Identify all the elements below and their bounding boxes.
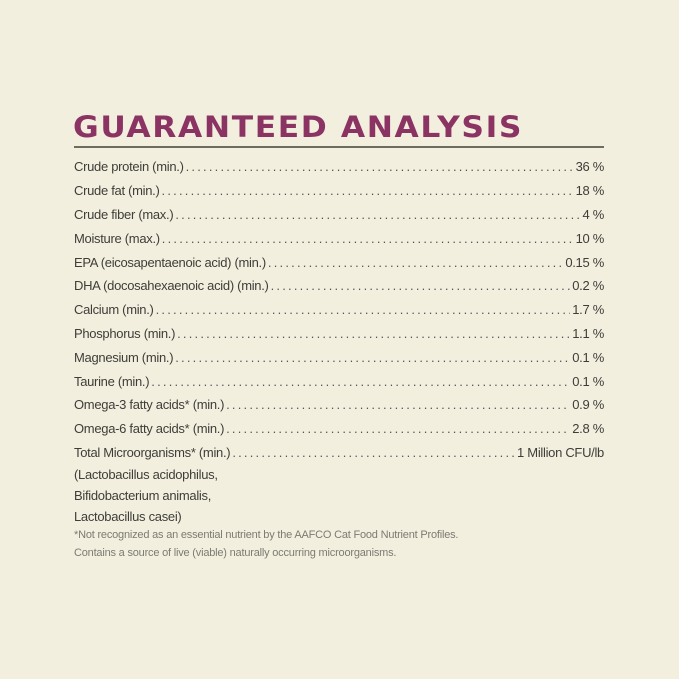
nutrient-value: 0.2 % [572, 278, 604, 294]
analysis-row: Total Microorganisms* (min.) 1 Million CF… [74, 441, 604, 465]
page-title: Guaranteed Analysis [73, 110, 524, 144]
microorganism-line: Lactobacillus casei) [74, 509, 182, 525]
footnotes: *Not recognized as an essential nutrient… [74, 526, 458, 562]
dot-leader [226, 397, 570, 412]
analysis-row: Crude protein (min.) 36 % [74, 155, 604, 179]
dot-leader [151, 374, 570, 389]
nutrient-value: 18 % [575, 183, 605, 199]
analysis-row: Taurine (min.) 0.1 % [74, 369, 604, 393]
nutrient-label: DHA (docosahexaenoic acid) (min.) [74, 278, 269, 294]
nutrient-label: Omega-6 fatty acids* (min.) [74, 421, 225, 437]
dot-leader [175, 207, 580, 222]
nutrient-label: Total Microorganisms* (min.) [74, 444, 231, 460]
dot-leader [162, 231, 574, 246]
analysis-row: Crude fiber (max.) 4 % [74, 203, 604, 227]
microorganism-line: Bifidobacterium animalis, [74, 488, 212, 504]
nutrient-value: 2.8 % [572, 421, 604, 437]
nutrient-value: 0.1 % [572, 349, 604, 365]
nutrient-label: EPA (eicosapentaenoic acid) (min.) [74, 254, 266, 270]
nutrient-value: 0.9 % [572, 397, 604, 413]
nutrient-label: Phosphorus (min.) [74, 325, 176, 341]
footnote: *Not recognized as an essential nutrient… [74, 529, 459, 541]
analysis-table: Crude protein (min.) 36 % Crude fat (min.)… [74, 155, 604, 527]
dot-leader [186, 159, 574, 174]
nutrient-value: 1.1 % [572, 325, 604, 341]
nutrient-label: Calcium (min.) [74, 302, 154, 318]
nutrient-value: 36 % [575, 159, 605, 175]
analysis-row: Omega-3 fatty acids* (min.) 0.9 % [74, 393, 604, 417]
nutrient-label: Taurine (min.) [74, 373, 150, 389]
analysis-row: Moisture (max.) 10 % [74, 226, 604, 250]
nutrient-value: 0.1 % [572, 373, 604, 389]
nutrient-value: 4 % [582, 206, 604, 222]
dot-leader [177, 326, 570, 341]
dot-leader [232, 445, 515, 460]
analysis-row: DHA (docosahexaenoic acid) (min.) 0.2 % [74, 274, 604, 298]
analysis-row: Phosphorus (min.) 1.1 % [74, 322, 604, 346]
nutrient-value: 1.7 % [572, 302, 604, 318]
dot-leader [268, 255, 563, 270]
nutrient-value: 0.15 % [565, 254, 604, 270]
nutrient-label: Magnesium (min.) [74, 349, 174, 365]
dot-leader [226, 421, 570, 436]
nutrient-label: Crude fat (min.) [74, 183, 160, 199]
nutrient-label: Omega-3 fatty acids* (min.) [74, 397, 225, 413]
divider [74, 146, 604, 148]
dot-leader [156, 302, 571, 317]
dot-leader [271, 278, 571, 293]
dot-leader [175, 350, 570, 365]
nutrient-label: Moisture (max.) [74, 230, 160, 246]
nutrient-value: 10 % [575, 230, 605, 246]
nutrient-label: Crude fiber (max.) [74, 206, 174, 222]
analysis-row: Omega-6 fatty acids* (min.) 2.8 % [74, 417, 604, 441]
dot-leader [162, 183, 574, 198]
nutrient-label: Crude protein (min.) [74, 159, 184, 175]
analysis-row: Crude fat (min.) 18 % [74, 179, 604, 203]
analysis-row: Calcium (min.) 1.7 % [74, 298, 604, 322]
nutrient-value: 1 Million CFU/lb [517, 444, 604, 460]
analysis-row: Magnesium (min.) 0.1 % [74, 345, 604, 369]
microorganism-line: (Lactobacillus acidophilus, [74, 467, 218, 483]
analysis-row: EPA (eicosapentaenoic acid) (min.) 0.15 % [74, 250, 604, 274]
footnote: Contains a source of live (viable) natur… [74, 547, 397, 559]
